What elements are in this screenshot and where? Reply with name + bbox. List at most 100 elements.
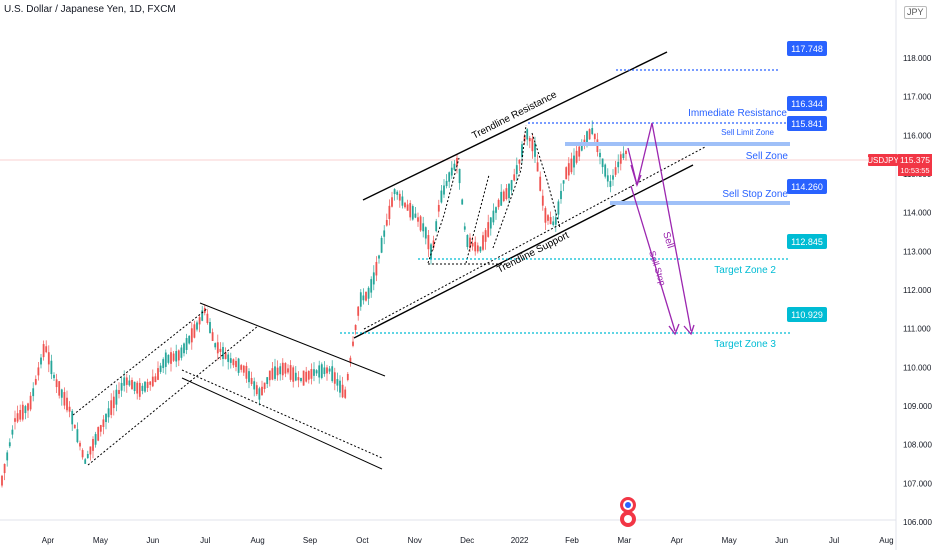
support-dotted-line <box>363 146 706 330</box>
candle-body <box>55 379 58 388</box>
price-label-box <box>787 234 827 249</box>
candle-body <box>14 418 16 422</box>
candle-body <box>601 158 604 168</box>
candle-body <box>157 368 159 380</box>
economic-events-icon[interactable] <box>620 497 636 527</box>
candle-body <box>357 306 360 316</box>
candle-body <box>211 332 214 342</box>
time-tick-label: Jun <box>775 536 788 545</box>
candle-body <box>284 363 287 374</box>
candle-body <box>586 131 588 144</box>
time-tick-label: Oct <box>356 536 369 545</box>
countdown-value: 10:53:55 <box>900 166 929 175</box>
candles <box>1 120 627 488</box>
candle-body <box>435 221 438 232</box>
candle-body <box>66 397 68 411</box>
candle-body <box>6 452 9 461</box>
candle-body <box>419 216 422 231</box>
time-axis[interactable]: Apr May Jun Jul Aug Sep Oct Nov Dec 2022 Feb Mar Apr… <box>42 536 894 545</box>
candle-body <box>417 217 419 222</box>
time-tick-label: Feb <box>565 536 579 545</box>
candle-body <box>305 371 308 382</box>
candle-body <box>612 175 614 180</box>
candle-body <box>255 385 258 395</box>
candle-body <box>261 386 263 396</box>
price-label-text: 116.344 <box>791 99 823 109</box>
candle-body <box>570 158 573 173</box>
candle-body <box>73 424 76 429</box>
candle-body <box>190 328 193 343</box>
candle-body <box>245 365 248 379</box>
candle-body <box>81 450 84 458</box>
candle-body <box>71 410 74 425</box>
price-tick-label: 114.000 <box>903 209 932 218</box>
candle-body <box>279 366 282 375</box>
descending-channel-mid <box>181 369 383 459</box>
candle-body <box>458 168 461 184</box>
candle-body <box>445 180 448 187</box>
candle-body <box>547 215 549 221</box>
candle-body <box>222 346 224 360</box>
candle-body <box>201 310 204 321</box>
candle-body <box>346 373 349 381</box>
candle-body <box>248 371 250 383</box>
candle-body <box>398 193 401 201</box>
trendline-resistance[interactable] <box>362 51 668 201</box>
candle-body <box>149 381 152 385</box>
candle-body <box>209 322 211 333</box>
candle-body <box>99 425 102 432</box>
candle-body <box>16 413 19 422</box>
candle-body <box>622 153 625 159</box>
candle-body <box>544 208 547 223</box>
price-tick-label: 116.000 <box>903 131 932 140</box>
current-price-marker[interactable]: USDJPY 115.375 10:53:55 <box>867 154 932 176</box>
candle-body <box>235 360 237 368</box>
candle-body <box>401 196 404 206</box>
candle-body <box>619 154 622 164</box>
candle-body <box>513 174 516 181</box>
currency-badge[interactable]: JPY <box>904 6 927 19</box>
candle-body <box>552 221 555 225</box>
candle-body <box>315 370 318 374</box>
candle-body <box>534 143 536 157</box>
candle-body <box>263 382 266 390</box>
candle-body <box>497 199 500 208</box>
candle-body <box>227 354 230 362</box>
candle-body <box>128 380 131 386</box>
wave-line-2 <box>465 174 490 264</box>
time-tick-label: Apr <box>671 536 684 545</box>
candle-body <box>370 279 373 293</box>
candle-body <box>102 419 105 427</box>
sell-stop-arrow[interactable] <box>630 185 676 332</box>
candle-body <box>474 241 477 252</box>
candle-body <box>240 365 243 370</box>
candle-body <box>107 408 110 418</box>
chart-title: U.S. Dollar / Japanese Yen, 1D, FXCM <box>4 4 176 15</box>
candle-body <box>541 195 544 206</box>
candle-body <box>237 358 240 373</box>
candle-body <box>578 146 581 157</box>
candle-body <box>300 377 302 382</box>
candle-body <box>430 244 432 259</box>
price-label-text: 110.929 <box>791 310 823 320</box>
time-tick-label: Sep <box>303 536 318 545</box>
candle-body <box>383 230 386 237</box>
candle-body <box>388 205 391 219</box>
sell-arrow-path[interactable] <box>627 122 692 332</box>
candle-body <box>53 374 55 379</box>
candle-body <box>172 353 175 361</box>
price-labels[interactable]: 117.748 116.344 115.841 114.260 112.845 110.9… <box>787 41 827 322</box>
candle-body <box>617 161 620 168</box>
candle-body <box>97 427 100 441</box>
candle-body <box>573 155 575 168</box>
price-axis[interactable]: 106.000 107.000 108.000 109.000 110.000 111.0… <box>903 54 932 527</box>
candle-body <box>266 377 269 385</box>
candle-body <box>86 454 89 459</box>
candle-body <box>554 217 557 225</box>
candle-body <box>318 365 321 378</box>
drawings[interactable]: Trendline Resistance Trendline Support I… <box>72 51 790 470</box>
price-label-box <box>787 41 827 56</box>
trendline-support[interactable] <box>353 164 694 339</box>
time-tick-label: Mar <box>618 536 632 545</box>
